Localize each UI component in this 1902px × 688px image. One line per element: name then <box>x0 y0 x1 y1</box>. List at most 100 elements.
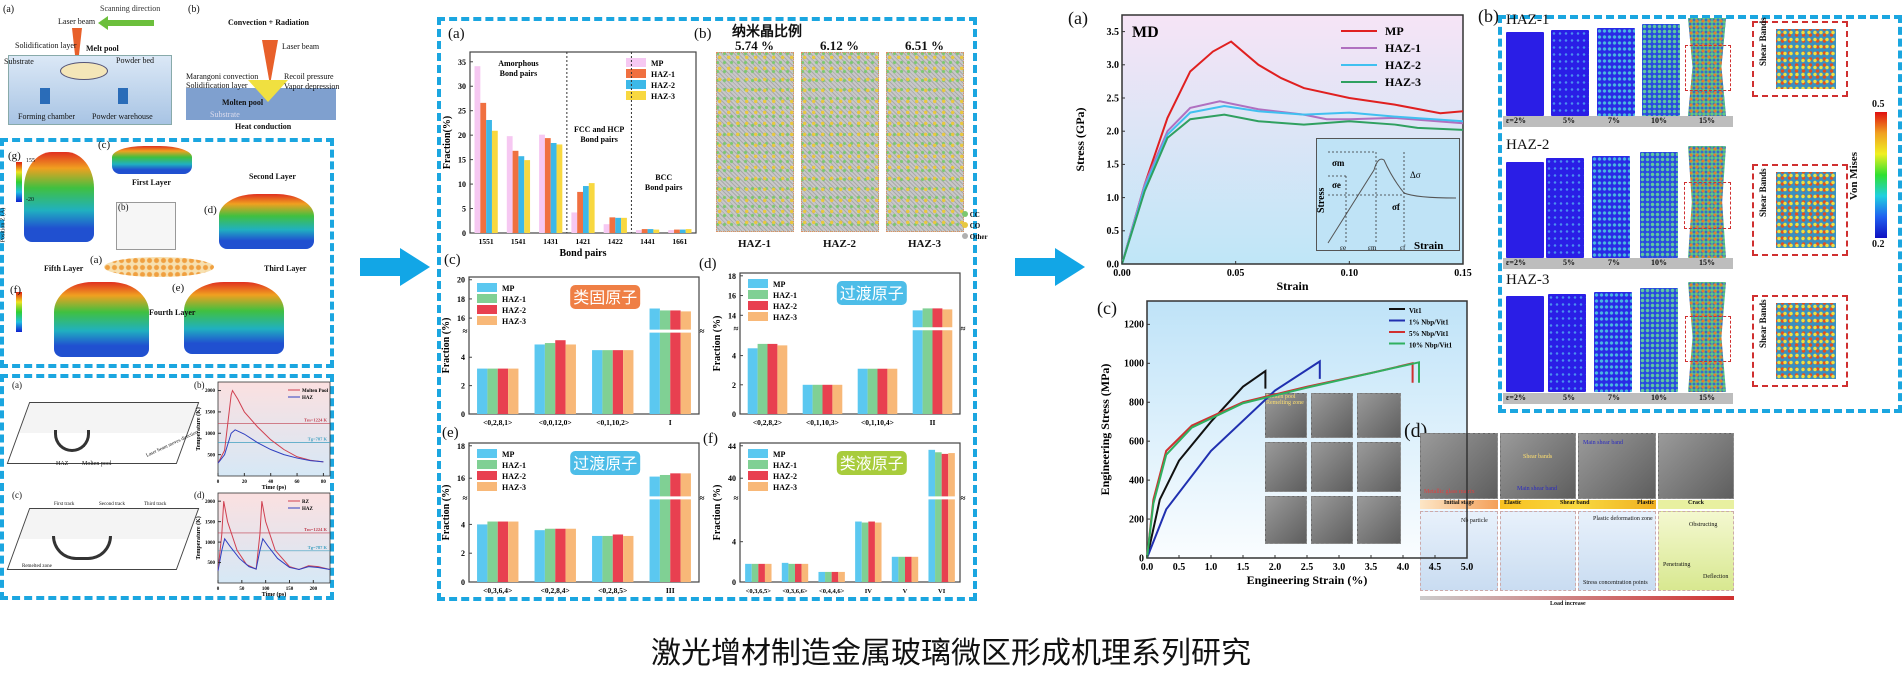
legend-item: MP <box>626 58 664 68</box>
bar-mp <box>857 368 868 414</box>
nano-label: HAZ-1 <box>738 238 771 250</box>
bar-haz-2 <box>615 217 622 233</box>
panel-label: (f) <box>10 284 21 296</box>
x-tick-label: <0,0,12,0> <box>539 418 572 427</box>
first-layer-label: First Layer <box>132 178 171 187</box>
specimen-image <box>1597 28 1635 116</box>
bar-haz-2 <box>555 528 566 582</box>
strain-label: 15% <box>1699 116 1715 125</box>
nano-label: HAZ-2 <box>823 238 856 250</box>
legend-label: HAZ-3 <box>502 317 526 326</box>
sem-label: Main shear band <box>1583 440 1623 446</box>
panel-label: (c) <box>1097 298 1117 318</box>
y-tick-label: 500 <box>208 561 216 566</box>
bar-haz-1 <box>751 563 759 582</box>
nano-label: HAZ-3 <box>908 238 941 250</box>
bar-haz-1 <box>487 368 498 414</box>
y-tick-label: 600 <box>1129 437 1144 448</box>
x-tick-label: 3.0 <box>1333 562 1346 573</box>
x-tick-label: <0,3,6,6> <box>782 588 808 595</box>
legend-item: HAZ-2 <box>1341 58 1421 72</box>
axis-break-icon: ≈ <box>463 326 468 336</box>
colorbar-max: 0.5 <box>1872 99 1885 110</box>
y-tick-label: 1000 <box>205 541 216 546</box>
powder-bed-label: Powder bed <box>116 56 154 65</box>
schematic-label: Plastic deformation zone <box>1593 516 1653 522</box>
bar-mp <box>571 212 578 233</box>
bar-mp <box>603 224 610 233</box>
bar-haz-2 <box>550 142 557 233</box>
y-tick-label: 0 <box>461 410 465 419</box>
panel-label: (b) <box>118 202 129 212</box>
strain-label: 5% <box>1563 258 1575 267</box>
x-tick-label: <0,3,6,5> <box>746 588 772 595</box>
panel-label: (b) <box>188 4 200 15</box>
legend-item: HAZ-2 <box>626 80 675 90</box>
position-colorbar <box>16 292 22 332</box>
mechanism-schematic: Obstructing Penetrating Deflection <box>1658 511 1734 591</box>
e-bar-chart: ≈ ≈0 2 4 16 18 <0,3,6,4> <0,2,8,4> <0,2,8,5> III F… <box>441 442 705 595</box>
bar-mp <box>747 348 758 414</box>
x-tick-label: 1541 <box>511 237 526 246</box>
molten-pool-label: Molten pool <box>82 461 112 467</box>
atom-type-legend: CC CO Other <box>962 210 988 243</box>
y-tick-label: 2.5 <box>1107 93 1120 104</box>
y-tick-label: 0 <box>1139 553 1144 564</box>
legend-swatch <box>748 471 768 480</box>
legend-swatch <box>477 460 497 469</box>
bar-haz-1 <box>867 368 878 414</box>
legend-item: HAZ-2 <box>748 301 797 311</box>
bar-haz-2 <box>822 384 833 414</box>
y-tick-label: 16 <box>457 314 465 323</box>
bar-haz-2 <box>555 340 566 414</box>
bar-haz-3 <box>911 556 919 582</box>
bar-haz-1 <box>602 350 613 414</box>
axis-break-icon: ≈ <box>961 324 966 334</box>
legend-label: HAZ-3 <box>773 313 797 322</box>
sem-image: Molten pool Remelting zone <box>1265 393 1307 438</box>
bar-haz-2 <box>679 229 686 233</box>
y-tick-label: 25 <box>458 107 466 116</box>
bar-haz-3 <box>508 521 519 582</box>
y-tick-label: 1500 <box>205 411 216 416</box>
bar-mp <box>855 521 862 582</box>
legend-item: HAZ-1 <box>1341 41 1421 55</box>
y-axis-label: Stress (GPa) <box>1073 107 1087 171</box>
atom-class-label: 过渡原子 <box>840 284 904 303</box>
y-tick-label: 10 <box>458 180 466 189</box>
atom-class-badge <box>570 451 641 475</box>
molten-pool-icon <box>248 80 288 102</box>
bar-haz-2 <box>877 368 888 414</box>
legend-item: HAZ-3 <box>626 91 675 101</box>
legend-label: HAZ-3 <box>773 483 797 492</box>
legend-label: HAZ-1 <box>773 291 797 300</box>
y-tick-label: 2000 <box>205 500 216 505</box>
schematic-label: Stress concentration points <box>1583 580 1648 586</box>
mechanism-schematic: Nb particle <box>1420 511 1498 591</box>
panel-label: (d) <box>194 490 205 500</box>
bar-mp <box>592 535 603 582</box>
legend-label: HAZ <box>302 396 314 401</box>
x-tick-label: 60 <box>295 480 301 485</box>
bar-haz-3 <box>565 528 576 582</box>
bar-mp <box>474 66 481 233</box>
bar-haz-2 <box>612 350 624 414</box>
bar-haz-2 <box>497 368 509 414</box>
bar-haz-3 <box>764 563 772 582</box>
heat-conduction-label: Heat conduction <box>235 122 292 131</box>
first-layer-stack-icon <box>112 146 192 174</box>
series-line-haz-3 <box>1121 113 1464 265</box>
tb-line-chart: Tm=1224 K Tg=787 K 0 20 40 60 80 500 1000 1500 200… <box>195 381 331 491</box>
bar-haz-1 <box>512 150 519 233</box>
bar-haz-2 <box>670 473 681 582</box>
legend-item: HAZ-2 <box>477 305 526 315</box>
bar-haz-3 <box>948 453 955 582</box>
legend-label: MP <box>1385 24 1404 38</box>
page-title: 激光增材制造金属玻璃微区形成机理系列研究 <box>651 636 1251 671</box>
legend-label: CO <box>969 222 981 230</box>
x-axis-label: Bond pairs <box>560 248 607 259</box>
schematic-label: Nb particle <box>1461 518 1488 524</box>
vapor-depression-label: Vapor depression <box>284 82 340 91</box>
legend-swatch <box>626 69 646 78</box>
layer-deposition-panel: 155 -20 Position Z (Å) (g) (c) (d) (b) (… <box>0 138 334 368</box>
